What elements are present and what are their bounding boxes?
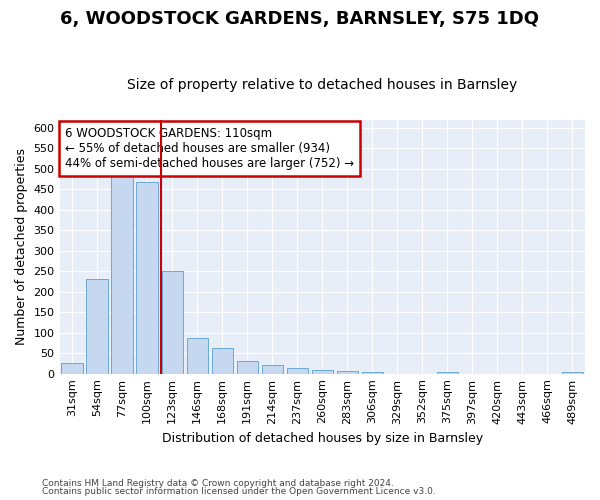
- Bar: [236, 362, 258, 374]
- Bar: [337, 371, 358, 374]
- Bar: [212, 348, 233, 374]
- Text: 6, WOODSTOCK GARDENS, BARNSLEY, S75 1DQ: 6, WOODSTOCK GARDENS, BARNSLEY, S75 1DQ: [61, 10, 539, 28]
- Bar: [311, 370, 333, 374]
- Bar: [437, 372, 458, 374]
- X-axis label: Distribution of detached houses by size in Barnsley: Distribution of detached houses by size …: [162, 432, 483, 445]
- Bar: [112, 173, 133, 374]
- Text: Contains HM Land Registry data © Crown copyright and database right 2024.: Contains HM Land Registry data © Crown c…: [42, 478, 394, 488]
- Bar: [287, 368, 308, 374]
- Bar: [262, 364, 283, 374]
- Bar: [187, 338, 208, 374]
- Text: 6 WOODSTOCK GARDENS: 110sqm
← 55% of detached houses are smaller (934)
44% of se: 6 WOODSTOCK GARDENS: 110sqm ← 55% of det…: [65, 127, 354, 170]
- Bar: [61, 364, 83, 374]
- Bar: [136, 182, 158, 374]
- Text: Contains public sector information licensed under the Open Government Licence v3: Contains public sector information licen…: [42, 487, 436, 496]
- Bar: [562, 372, 583, 374]
- Bar: [362, 372, 383, 374]
- Title: Size of property relative to detached houses in Barnsley: Size of property relative to detached ho…: [127, 78, 517, 92]
- Y-axis label: Number of detached properties: Number of detached properties: [15, 148, 28, 345]
- Bar: [86, 278, 108, 374]
- Bar: [161, 271, 183, 374]
